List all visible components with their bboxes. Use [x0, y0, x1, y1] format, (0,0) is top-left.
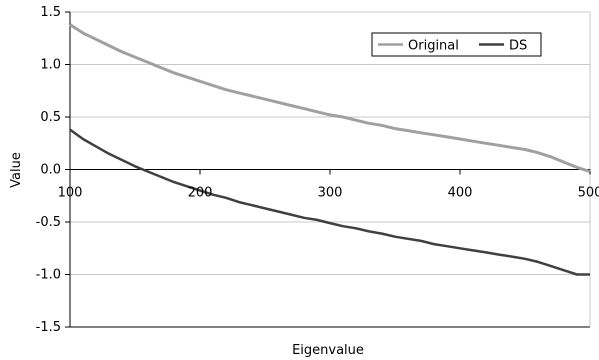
- legend: Original DS: [371, 32, 542, 57]
- series-layer: [69, 23, 591, 276]
- series-line-original: [69, 23, 591, 174]
- legend-label: Original: [408, 39, 459, 54]
- labels-layer: 1.5 1.0 0.5 0.0 -0.5 -1.0 -1.5 100 200 300 400 500: [36, 5, 599, 335]
- y-tick-label: 1.0: [40, 58, 61, 73]
- y-tick-label: 0.5: [40, 110, 61, 125]
- x-tick-label: 200: [188, 186, 213, 201]
- x-tick-label: 300: [318, 186, 343, 201]
- series-line-ds: [69, 128, 590, 276]
- y-tick-label: -1.0: [36, 268, 61, 283]
- axes-layer: [65, 11, 591, 328]
- legend-label: DS: [509, 39, 527, 54]
- legend-box: [371, 32, 542, 57]
- y-tick-label: 1.5: [40, 5, 61, 20]
- x-tick-label: 400: [448, 186, 473, 201]
- x-axis-title: Eigenvalue: [292, 343, 364, 358]
- x-tick-label: 500: [578, 186, 599, 201]
- x-tick-label: 100: [58, 186, 83, 201]
- y-tick-label: 0.0: [40, 163, 61, 178]
- y-tick-label: -0.5: [36, 215, 61, 230]
- y-axis-title: Value: [9, 152, 24, 188]
- y-tick-label: -1.5: [36, 320, 61, 335]
